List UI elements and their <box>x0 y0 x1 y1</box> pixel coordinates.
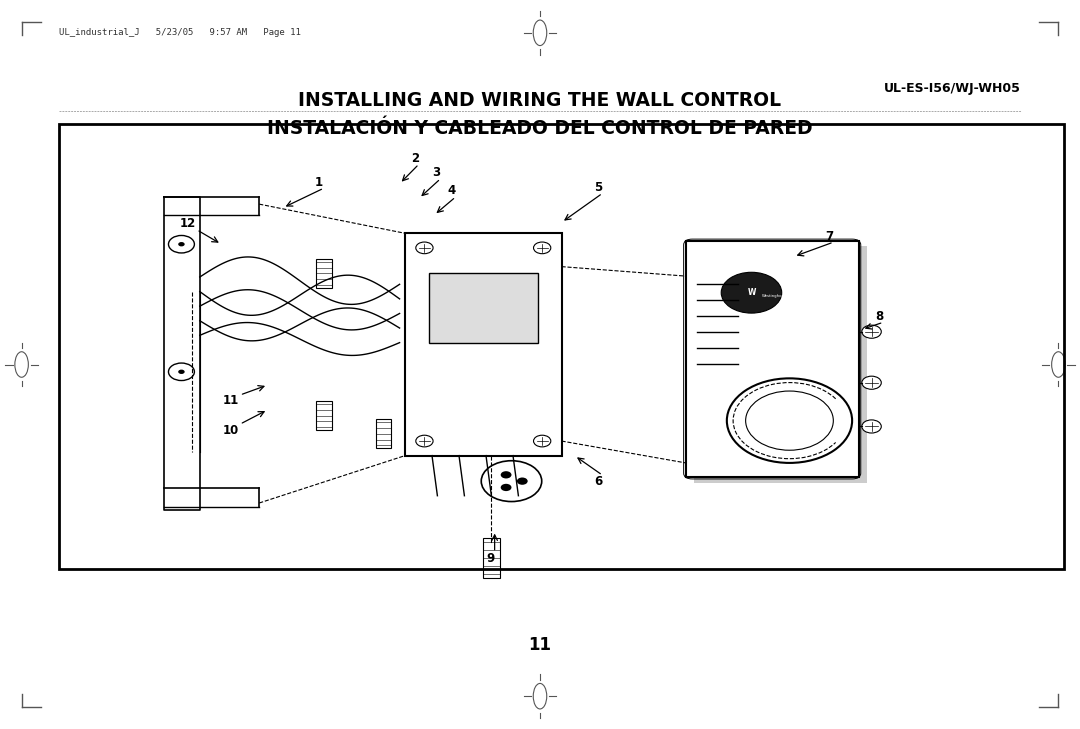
Bar <box>376 419 391 448</box>
Circle shape <box>534 435 551 447</box>
Text: 7: 7 <box>825 230 834 243</box>
Text: UL_industrial_J   5/23/05   9:57 AM   Page 11: UL_industrial_J 5/23/05 9:57 AM Page 11 <box>59 28 301 37</box>
Circle shape <box>721 273 782 313</box>
Circle shape <box>862 376 881 389</box>
Circle shape <box>862 325 881 338</box>
Circle shape <box>178 370 185 374</box>
Bar <box>483 538 500 577</box>
Circle shape <box>501 471 512 478</box>
Bar <box>686 241 859 477</box>
Circle shape <box>416 435 433 447</box>
Text: 4: 4 <box>447 184 456 198</box>
Bar <box>694 246 867 483</box>
Text: INSTALLING AND WIRING THE WALL CONTROL: INSTALLING AND WIRING THE WALL CONTROL <box>298 91 782 110</box>
Circle shape <box>501 484 512 491</box>
Text: 11: 11 <box>528 636 552 654</box>
Text: 5: 5 <box>594 181 603 194</box>
Text: 11: 11 <box>222 394 240 408</box>
Bar <box>405 233 562 456</box>
Text: 10: 10 <box>222 424 240 437</box>
Text: 6: 6 <box>594 475 603 488</box>
Circle shape <box>534 242 551 254</box>
Circle shape <box>178 242 185 246</box>
Text: 12: 12 <box>179 217 197 230</box>
Text: 9: 9 <box>486 552 495 565</box>
Text: INSTALACIÓN Y CABLEADO DEL CONTROL DE PARED: INSTALACIÓN Y CABLEADO DEL CONTROL DE PA… <box>267 119 813 138</box>
Circle shape <box>416 242 433 254</box>
Bar <box>59 124 1064 569</box>
Bar <box>316 259 332 288</box>
Text: Westinghouse: Westinghouse <box>762 295 789 298</box>
Text: 8: 8 <box>875 310 883 323</box>
Bar <box>316 401 332 430</box>
Text: UL-ES-I56/WJ-WH05: UL-ES-I56/WJ-WH05 <box>883 82 1021 95</box>
Circle shape <box>862 420 881 433</box>
Text: 1: 1 <box>314 176 323 189</box>
Text: 3: 3 <box>432 166 441 179</box>
Text: 2: 2 <box>410 152 419 165</box>
Text: W: W <box>747 288 756 297</box>
Bar <box>429 273 538 343</box>
Circle shape <box>517 477 528 485</box>
